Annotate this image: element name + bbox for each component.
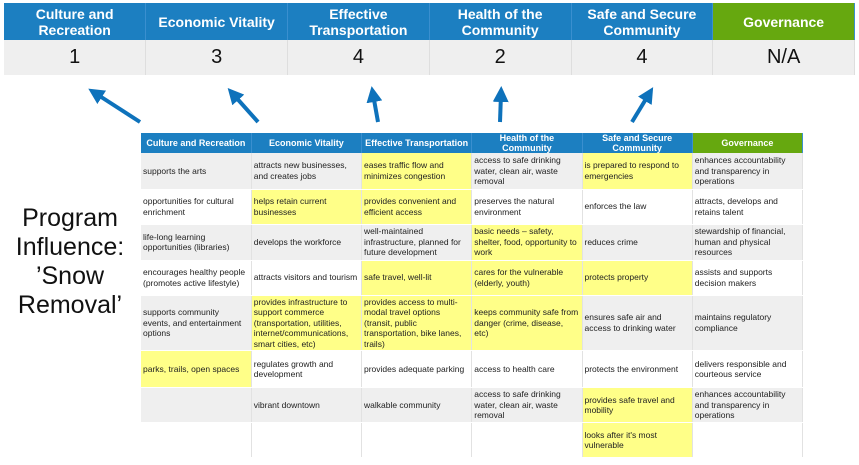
- table-row: life-long learning opportunities (librar…: [141, 224, 804, 261]
- summary-header: Culture and Recreation: [4, 3, 147, 40]
- label-line: Influence:: [15, 233, 125, 261]
- summary-value: 3: [145, 40, 288, 75]
- table-cell: provides safe travel and mobility: [582, 387, 693, 423]
- label-line: ’Snow: [35, 262, 105, 290]
- table-row: supports the arts attracts new businesses…: [141, 153, 804, 190]
- grid-header: Culture and Recreation: [141, 133, 252, 153]
- table-cell: regulates growth and development: [251, 350, 363, 388]
- arrow-icon: [227, 88, 260, 124]
- influence-grid: Culture and Recreation Economic Vitality E…: [141, 133, 804, 458]
- table-cell: maintains regulatory compliance: [692, 295, 804, 351]
- table-cell: safe travel, well-lit: [361, 260, 473, 296]
- table-row: encourages healthy people (promotes acti…: [141, 260, 804, 296]
- summary-value: N/A: [712, 40, 855, 75]
- table-cell: ensures safe air and access to drinking …: [582, 295, 693, 351]
- table-cell: [141, 387, 252, 423]
- program-influence-label: Program Influence: ’Snow Removal’: [0, 204, 140, 320]
- summary-value: 1: [4, 40, 147, 75]
- table-cell: walkable community: [361, 387, 473, 423]
- table-cell: supports the arts: [141, 153, 252, 190]
- summary-header: Health of the Community: [429, 3, 572, 40]
- summary-header: Governance: [712, 3, 855, 40]
- table-cell: well-maintained infrastructure, planned …: [361, 224, 473, 261]
- summary-value: 4: [571, 40, 714, 75]
- table-cell: preserves the natural environment: [471, 189, 583, 225]
- table-cell: keeps community safe from danger (crime,…: [471, 295, 583, 351]
- table-cell: [361, 422, 473, 458]
- table-cell: develops the workforce: [251, 224, 363, 261]
- table-cell: helps retain current businesses: [251, 189, 363, 225]
- table-cell: access to safe drinking water, clean air…: [471, 153, 583, 190]
- table-row: supports community events, and entertain…: [141, 295, 804, 351]
- table-row: looks after it's most vulnerable: [141, 422, 804, 458]
- table-cell: enhances accountability and transparency…: [692, 387, 804, 423]
- table-row: parks, trails, open spaces regulates grow…: [141, 350, 804, 388]
- table-cell: supports community events, and entertain…: [141, 295, 252, 351]
- table-row: opportunities for cultural enrichment hel…: [141, 189, 804, 225]
- table-cell: stewardship of financial, human and phys…: [692, 224, 804, 261]
- table-cell: life-long learning opportunities (librar…: [141, 224, 252, 261]
- table-cell: basic needs – safety, shelter, food, opp…: [471, 224, 583, 261]
- label-line: Program: [22, 204, 118, 232]
- table-cell: protects the environment: [582, 350, 693, 388]
- table-cell: protects property: [582, 260, 693, 296]
- summary-header: Economic Vitality: [145, 3, 288, 40]
- table-cell: enhances accountability and transparency…: [692, 153, 804, 190]
- summary-header: Safe and Secure Community: [571, 3, 714, 40]
- grid-header: Governance: [692, 133, 804, 153]
- table-cell: delivers responsible and courteous servi…: [692, 350, 804, 388]
- table-cell: [251, 422, 363, 458]
- table-cell: eases traffic flow and minimizes congest…: [361, 153, 473, 190]
- table-cell: enforces the law: [582, 189, 693, 225]
- table-cell: encourages healthy people (promotes acti…: [141, 260, 252, 296]
- table-row: vibrant downtown walkable community access…: [141, 387, 804, 423]
- table-cell: parks, trails, open spaces: [141, 350, 252, 388]
- arrow-icon: [492, 86, 509, 123]
- table-cell: looks after it's most vulnerable: [582, 422, 693, 458]
- grid-header: Effective Transportation: [361, 133, 473, 153]
- table-cell: provides convenient and efficient access: [361, 189, 473, 225]
- summary-table: Culture and Recreation Economic Vitality E…: [4, 3, 855, 75]
- table-cell: [692, 422, 804, 458]
- grid-header: Health of the Community: [471, 133, 583, 153]
- arrow-icon: [366, 86, 383, 123]
- table-cell: provides access to multi-modal travel op…: [361, 295, 473, 351]
- summary-value: 4: [287, 40, 430, 75]
- table-cell: access to health care: [471, 350, 583, 388]
- table-cell: provides adequate parking: [361, 350, 473, 388]
- grid-header: Safe and Secure Community: [582, 133, 693, 153]
- table-cell: attracts, develops and retains talent: [692, 189, 804, 225]
- table-cell: [141, 422, 252, 458]
- table-cell: [471, 422, 583, 458]
- summary-header: Effective Transportation: [287, 3, 430, 40]
- table-cell: is prepared to respond to emergencies: [582, 153, 693, 190]
- table-cell: assists and supports decision makers: [692, 260, 804, 296]
- table-cell: cares for the vulnerable (elderly, youth…: [471, 260, 583, 296]
- label-line: Removal’: [17, 291, 123, 319]
- summary-value: 2: [429, 40, 572, 75]
- arrow-icon: [630, 87, 654, 124]
- grid-header: Economic Vitality: [251, 133, 363, 153]
- table-cell: access to safe drinking water, clean air…: [471, 387, 583, 423]
- table-cell: attracts visitors and tourism: [251, 260, 363, 296]
- table-cell: reduces crime: [582, 224, 693, 261]
- table-cell: opportunities for cultural enrichment: [141, 189, 252, 225]
- table-cell: attracts new businesses, and creates job…: [251, 153, 363, 190]
- arrow-icon: [88, 88, 142, 124]
- table-cell: vibrant downtown: [251, 387, 363, 423]
- table-cell: provides infrastructure to support comme…: [251, 295, 363, 351]
